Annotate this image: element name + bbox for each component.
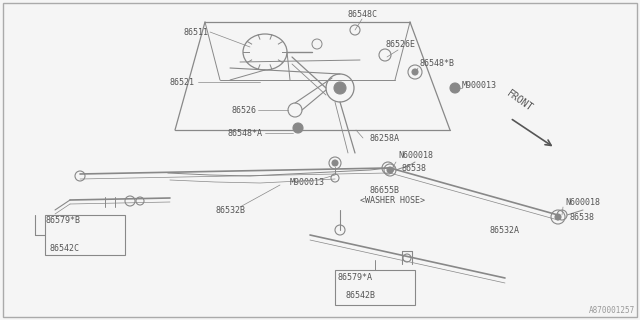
Text: 86526E: 86526E <box>385 39 415 49</box>
Circle shape <box>450 83 460 93</box>
Circle shape <box>412 69 418 75</box>
Text: 86542B: 86542B <box>345 291 375 300</box>
Bar <box>45 215 125 255</box>
Text: <WASHER HOSE>: <WASHER HOSE> <box>360 196 425 204</box>
Text: 86655B: 86655B <box>370 186 400 195</box>
Circle shape <box>555 214 561 220</box>
Text: 86538: 86538 <box>570 212 595 221</box>
Text: 86526: 86526 <box>231 106 256 115</box>
Circle shape <box>332 160 338 166</box>
Text: 86548C: 86548C <box>348 10 378 19</box>
Text: N600018: N600018 <box>398 150 433 159</box>
Text: A870001257: A870001257 <box>589 306 635 315</box>
Text: 86532A: 86532A <box>490 226 520 235</box>
Text: 86579*B: 86579*B <box>45 215 80 225</box>
Bar <box>335 270 415 305</box>
Text: M900013: M900013 <box>290 178 325 187</box>
Text: 86532B: 86532B <box>215 205 245 214</box>
Text: N600018: N600018 <box>565 197 600 206</box>
Text: 86579*A: 86579*A <box>338 274 373 283</box>
Text: 86258A: 86258A <box>370 133 400 142</box>
Text: 86538: 86538 <box>402 164 427 172</box>
Text: 86521: 86521 <box>170 77 195 86</box>
Circle shape <box>387 167 393 173</box>
Circle shape <box>334 82 346 94</box>
Text: M900013: M900013 <box>462 81 497 90</box>
Circle shape <box>293 123 303 133</box>
Text: FRONT: FRONT <box>505 88 535 113</box>
Text: 86511: 86511 <box>183 28 208 36</box>
Text: 86548*B: 86548*B <box>420 59 455 68</box>
Text: 86542C: 86542C <box>50 244 80 252</box>
Text: 86548*A: 86548*A <box>228 129 263 138</box>
